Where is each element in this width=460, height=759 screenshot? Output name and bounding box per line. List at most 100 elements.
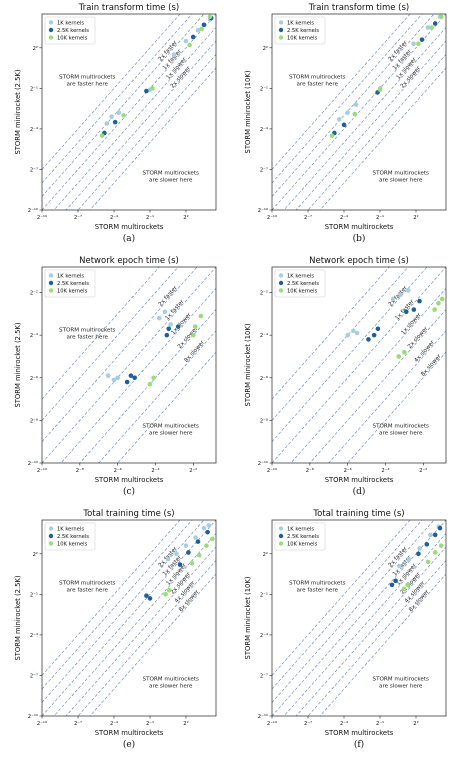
- guide-line: [42, 520, 205, 703]
- legend-entry: 10K kernels: [57, 542, 88, 548]
- legend-entry: 2.5K kernels: [57, 281, 89, 287]
- axes-frame: [41, 519, 217, 717]
- data-point: [144, 593, 149, 598]
- data-point: [398, 292, 403, 297]
- guide-line: [347, 352, 446, 463]
- region-slower-label: STORM multirockets: [143, 171, 200, 177]
- data-point: [432, 21, 438, 26]
- legend-marker: [48, 27, 54, 33]
- guide-line: [42, 267, 160, 400]
- legend-box: [44, 16, 96, 45]
- x-tick-label: 2⁻⁸: [76, 468, 84, 474]
- region-slower-label: STORM multirockets: [143, 424, 200, 430]
- data-point: [345, 110, 350, 115]
- chart-title: Total training time (s): [312, 509, 404, 519]
- guide-line: [79, 309, 216, 463]
- y-tick-label: 2⁻²: [260, 291, 268, 297]
- legend-marker: [278, 273, 284, 278]
- legend-marker: [48, 541, 54, 546]
- guide-line: [272, 267, 409, 421]
- guide-line: [42, 267, 179, 421]
- data-point: [354, 330, 360, 336]
- data-point: [417, 546, 422, 551]
- data-point: [147, 381, 153, 387]
- legend-box: [274, 16, 326, 45]
- data-point: [198, 313, 204, 319]
- x-tick-label: 2⁻⁷: [304, 215, 312, 221]
- data-point: [411, 41, 416, 47]
- legend-marker: [48, 533, 54, 539]
- x-tick-label: 2⁻¹⁰: [267, 215, 277, 221]
- data-point: [393, 578, 398, 584]
- legend-entry: 10K kernels: [287, 289, 318, 295]
- data-point: [187, 42, 192, 48]
- guide-line: [272, 520, 423, 690]
- guide-line: [328, 330, 446, 463]
- guide-lines: [272, 14, 446, 210]
- data-point: [195, 27, 201, 33]
- data-point: [104, 121, 110, 126]
- legend-entry: 1K kernels: [287, 274, 314, 280]
- legend-entry: 10K kernels: [287, 542, 318, 548]
- region-slower-label: STORM multirockets: [373, 171, 430, 177]
- x-axis-label: STORM multirockets: [95, 729, 164, 737]
- data-point: [144, 88, 149, 94]
- legend-box: [44, 522, 96, 551]
- region-faster-label: STORM multirockets: [59, 581, 116, 587]
- chart-svg-d: Network epoch time (s) 2⁻¹⁰2⁻¹⁰ 2⁻⁸ 2⁻⁸ 2⁻⁶ 2…: [244, 256, 447, 497]
- data-point: [401, 586, 407, 592]
- legend-entry: 1K kernels: [287, 527, 314, 533]
- y-tick-label: 2⁻¹⁰: [258, 208, 268, 214]
- data-point: [375, 326, 381, 332]
- data-point: [416, 41, 421, 47]
- legend-marker: [278, 288, 284, 293]
- chart-panel-e: Total training time (s) 2⁻¹⁰ 2⁻¹⁰ 2⁻⁷ 2⁻⁷ 2⁻⁴…: [0, 506, 230, 759]
- x-tick-label: 2⁻²: [189, 468, 197, 474]
- legend-marker: [278, 27, 284, 33]
- guide-line: [272, 14, 435, 197]
- guide-line: [98, 330, 216, 463]
- legend-marker: [278, 20, 284, 25]
- guide-line: [283, 533, 446, 716]
- x-tick-label: 2²: [183, 215, 188, 221]
- chart-svg-a: Train transform time (s) 2⁻¹⁰2⁻¹⁰ 2⁻⁷ 2⁻⁷ 2⁻…: [14, 3, 217, 244]
- data-point: [406, 556, 412, 562]
- guide-line: [89, 573, 216, 716]
- x-tick-label: 2⁻⁷: [74, 721, 82, 727]
- guide-line: [42, 267, 216, 463]
- chart-title: Total training time (s): [82, 509, 174, 519]
- legend-marker: [48, 273, 54, 278]
- data-point: [162, 309, 168, 315]
- scatter-points: [105, 309, 204, 387]
- x-tick-label: 2⁻¹⁰: [37, 468, 47, 474]
- guide-line: [272, 520, 435, 703]
- data-point: [183, 38, 189, 44]
- data-point: [438, 543, 444, 548]
- y-tick-label: 2⁻⁸: [30, 418, 38, 424]
- x-axis-label: STORM multirockets: [325, 476, 394, 484]
- data-point: [390, 296, 396, 302]
- chart-svg-e: Total training time (s) 2⁻¹⁰2⁻¹⁰ 2⁻⁷ 2⁻⁷ 2⁻⁴…: [14, 509, 217, 750]
- data-point: [164, 332, 170, 338]
- axes-frame: [41, 266, 217, 464]
- data-point: [193, 535, 198, 540]
- guide-line: [272, 520, 446, 716]
- x-tick-label: 2⁻¹: [146, 721, 154, 727]
- data-point: [207, 14, 213, 20]
- axes-frame: [271, 519, 447, 717]
- data-point: [151, 375, 156, 381]
- data-point: [206, 523, 212, 528]
- data-point: [166, 587, 172, 593]
- guide-line: [319, 573, 446, 716]
- x-axis-label: STORM multirockets: [95, 476, 164, 484]
- guide-line: [272, 14, 411, 170]
- data-point: [111, 377, 117, 383]
- y-tick-label: 2⁻⁴: [30, 333, 38, 339]
- guide-line: [65, 40, 216, 210]
- guide-line: [307, 54, 446, 210]
